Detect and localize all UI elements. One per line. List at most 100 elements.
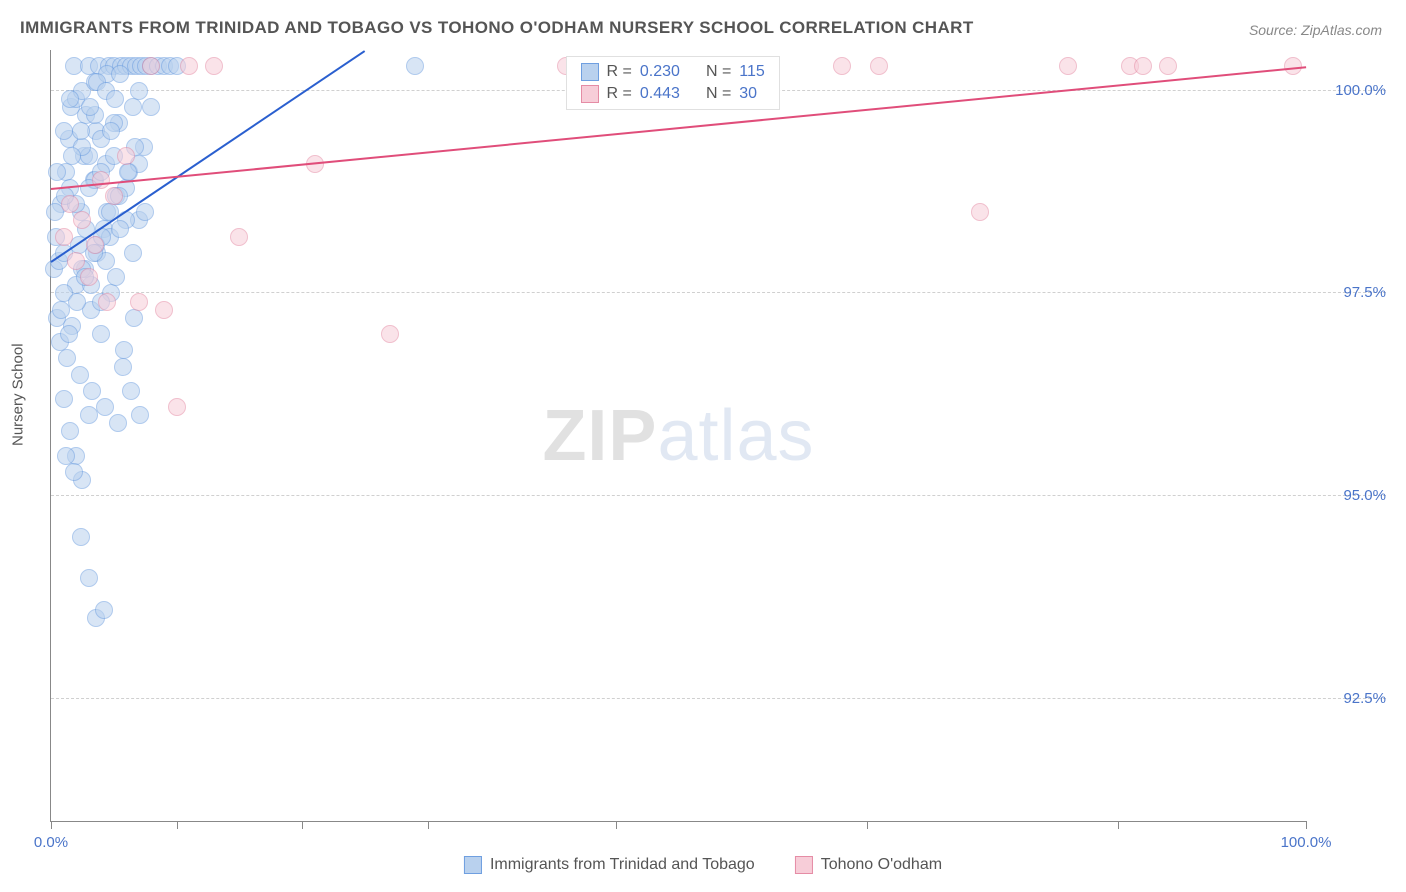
data-point — [86, 236, 104, 254]
data-point — [72, 122, 90, 140]
data-point — [105, 187, 123, 205]
x-tick — [616, 821, 617, 829]
data-point — [870, 57, 888, 75]
y-axis-label: Nursery School — [10, 343, 27, 446]
stat-n-value: 30 — [739, 85, 757, 103]
legend-swatch-1 — [795, 856, 813, 874]
data-point — [73, 211, 91, 229]
x-tick — [177, 821, 178, 829]
stat-n-label: N = — [706, 63, 731, 81]
watermark-atlas: atlas — [657, 396, 814, 476]
source-value: ZipAtlas.com — [1301, 22, 1382, 38]
data-point — [102, 122, 120, 140]
data-point — [96, 398, 114, 416]
data-point — [80, 406, 98, 424]
x-tick — [51, 821, 52, 829]
source-label: Source: ZipAtlas.com — [1249, 22, 1382, 38]
x-tick — [428, 821, 429, 829]
data-point — [81, 98, 99, 116]
data-point — [155, 301, 173, 319]
data-point — [61, 422, 79, 440]
data-point — [92, 171, 110, 189]
data-point — [95, 601, 113, 619]
data-point — [205, 57, 223, 75]
data-point — [117, 147, 135, 165]
data-point — [381, 325, 399, 343]
data-point — [115, 341, 133, 359]
legend-item-series-1: Tohono O'odham — [795, 856, 942, 874]
data-point — [833, 57, 851, 75]
data-point — [131, 406, 149, 424]
data-point — [98, 293, 116, 311]
data-point — [68, 293, 86, 311]
stat-r-value: 0.230 — [640, 63, 680, 81]
data-point — [1134, 57, 1152, 75]
y-tick-label: 95.0% — [1316, 487, 1386, 504]
data-point — [180, 57, 198, 75]
data-point — [130, 82, 148, 100]
data-point — [71, 366, 89, 384]
stat-r-label: R = — [607, 85, 632, 103]
data-point — [58, 349, 76, 367]
plot-area: ZIPatlas 92.5%95.0%97.5%100.0%0.0%100.0%… — [50, 50, 1306, 822]
data-point — [106, 90, 124, 108]
data-point — [142, 98, 160, 116]
data-point — [124, 244, 142, 262]
data-point — [80, 268, 98, 286]
stats-legend-row: R = 0.443 N = 30 — [567, 83, 779, 105]
gridline — [51, 292, 1386, 293]
data-point — [111, 65, 129, 83]
data-point — [125, 309, 143, 327]
stat-r-value: 0.443 — [640, 85, 680, 103]
stats-legend: R =0.230N =115R =0.443N =30 — [566, 56, 780, 110]
x-tick — [302, 821, 303, 829]
data-point — [72, 528, 90, 546]
data-point — [130, 293, 148, 311]
stat-n-label: N = — [706, 85, 731, 103]
stat-r-label: R = — [607, 63, 632, 81]
data-point — [119, 163, 137, 181]
data-point — [52, 301, 70, 319]
data-point — [124, 98, 142, 116]
gridline — [51, 698, 1386, 699]
stats-legend-row: R =0.230N =115 — [567, 61, 779, 83]
data-point — [230, 228, 248, 246]
data-point — [136, 203, 154, 221]
watermark-zip: ZIP — [542, 396, 657, 476]
x-tick — [1306, 821, 1307, 829]
legend-swatch — [581, 85, 599, 103]
bottom-legend: Immigrants from Trinidad and Tobago Toho… — [464, 856, 942, 874]
x-tick-label: 0.0% — [34, 834, 68, 851]
data-point — [107, 268, 125, 286]
data-point — [111, 220, 129, 238]
y-tick-label: 97.5% — [1316, 284, 1386, 301]
data-point — [55, 228, 73, 246]
x-tick — [867, 821, 868, 829]
legend-label-0: Immigrants from Trinidad and Tobago — [490, 856, 755, 874]
source-prefix: Source: — [1249, 22, 1297, 38]
data-point — [65, 463, 83, 481]
x-tick-label: 100.0% — [1281, 834, 1332, 851]
legend-label-1: Tohono O'odham — [821, 856, 942, 874]
data-point — [406, 57, 424, 75]
data-point — [114, 358, 132, 376]
y-tick-label: 100.0% — [1316, 82, 1386, 99]
y-tick-label: 92.5% — [1316, 690, 1386, 707]
legend-swatch-0 — [464, 856, 482, 874]
data-point — [61, 90, 79, 108]
data-point — [83, 382, 101, 400]
legend-item-series-0: Immigrants from Trinidad and Tobago — [464, 856, 755, 874]
watermark: ZIPatlas — [542, 395, 814, 477]
data-point — [80, 569, 98, 587]
legend-swatch — [581, 63, 599, 81]
x-tick — [1118, 821, 1119, 829]
data-point — [122, 382, 140, 400]
data-point — [142, 57, 160, 75]
data-point — [971, 203, 989, 221]
data-point — [55, 122, 73, 140]
data-point — [1059, 57, 1077, 75]
gridline — [51, 495, 1386, 496]
chart-title: IMMIGRANTS FROM TRINIDAD AND TOBAGO VS T… — [20, 18, 974, 38]
data-point — [168, 398, 186, 416]
data-point — [67, 252, 85, 270]
